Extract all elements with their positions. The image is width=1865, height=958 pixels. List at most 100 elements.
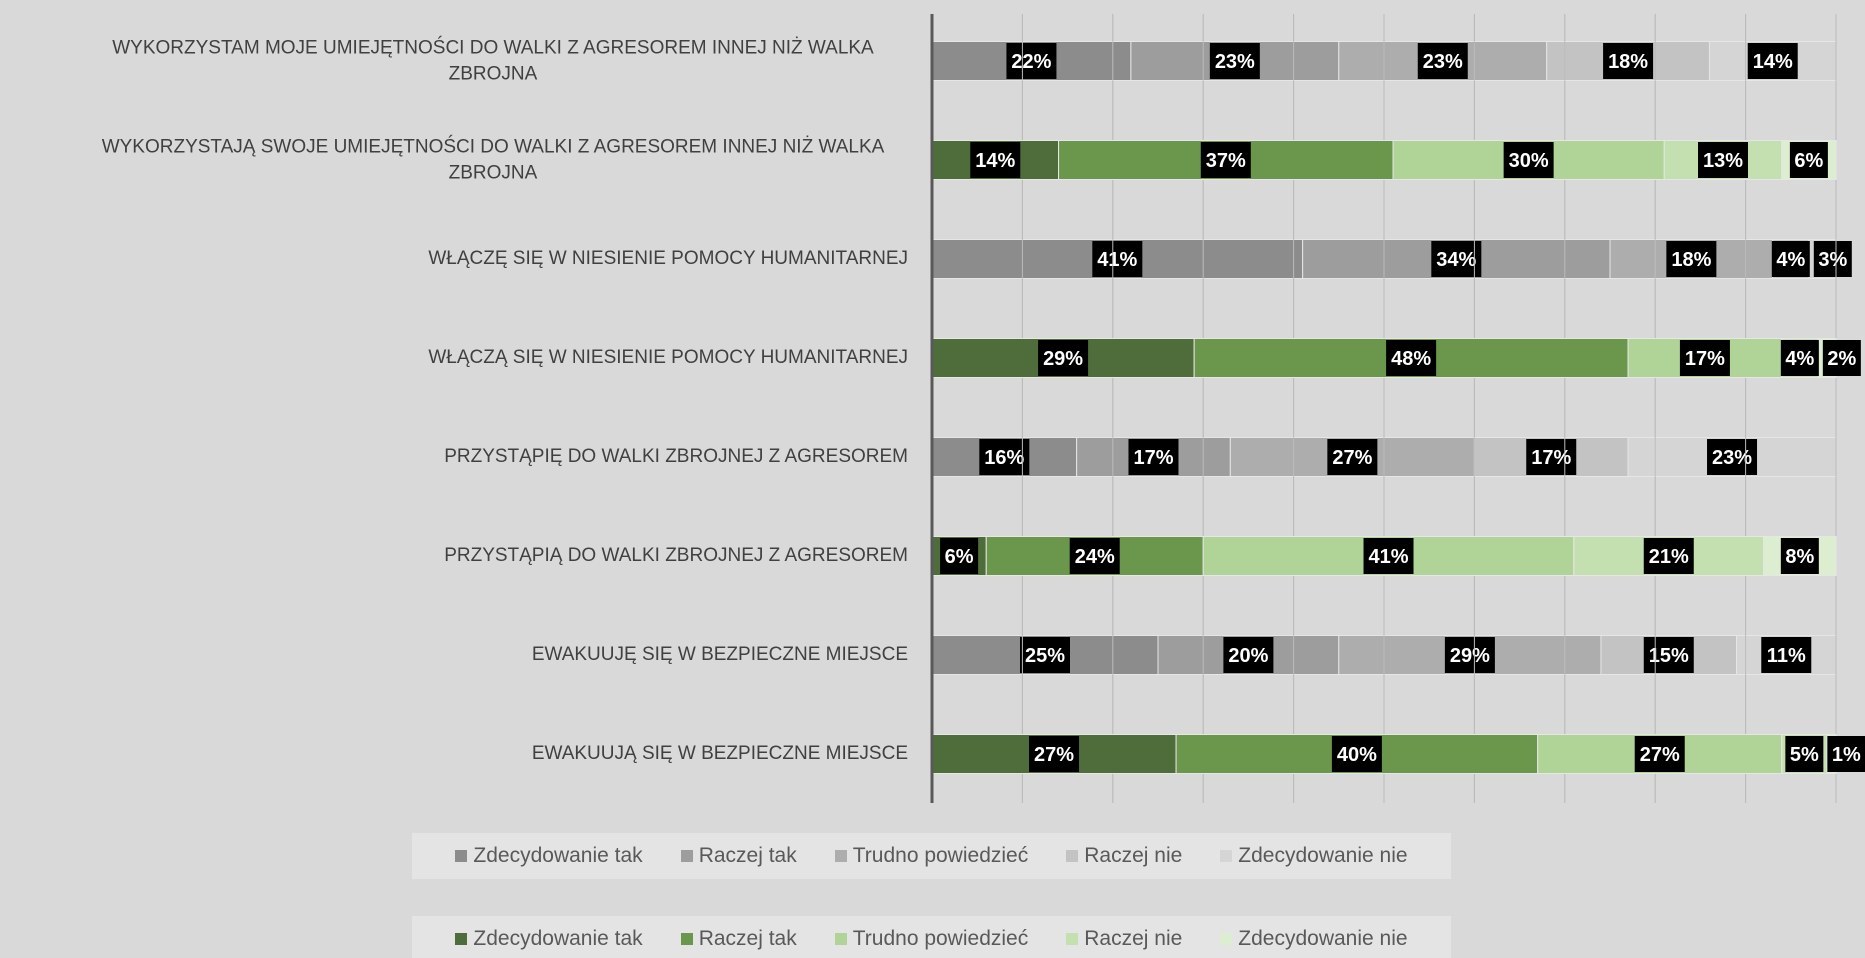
data-label-box: [1698, 142, 1748, 178]
data-label: 5%: [1790, 744, 1819, 766]
legend-item: Raczej nie: [1066, 927, 1182, 951]
category-label: WYKORZYSTAM MOJE UMIEJĘTNOŚCI DO WALKI Z…: [112, 37, 874, 84]
data-label: 27%: [1332, 447, 1372, 469]
legend-item: Zdecydowanie nie: [1220, 927, 1408, 951]
data-label: 4%: [1776, 249, 1805, 271]
data-label-box: [1209, 43, 1260, 79]
legend-swatch: [680, 850, 693, 862]
category-label: PRZYSTĄPIĘ DO WALKI ZBROJNEJ Z AGRESOREM: [444, 446, 908, 468]
data-label: 17%: [1133, 447, 1173, 469]
data-label-box: [1128, 439, 1179, 475]
data-label: 24%: [1075, 546, 1115, 568]
data-label: 15%: [1649, 645, 1689, 667]
data-label: 23%: [1215, 51, 1255, 73]
data-label: 29%: [1043, 348, 1083, 370]
data-label: 8%: [1785, 546, 1814, 568]
data-label-box: [1634, 736, 1685, 772]
legend-label: Zdecydowanie tak: [473, 927, 643, 950]
legend-swatch: [455, 850, 468, 862]
data-label-box: [1200, 142, 1251, 178]
legend-item: Zdecydowanie tak: [455, 927, 643, 951]
data-label: 22%: [1011, 51, 1051, 73]
legend: Zdecydowanie tak Raczej tak Trudno powiedz…: [412, 916, 1451, 958]
legend-swatch: [834, 933, 847, 945]
data-label-box: [1679, 340, 1730, 376]
data-label-box: [1643, 538, 1694, 574]
data-label: 4%: [1785, 348, 1814, 370]
data-label-box: [1771, 241, 1810, 277]
data-label: 11%: [1767, 645, 1806, 667]
legend-item: Zdecydowanie nie: [1220, 844, 1408, 868]
data-label-box: [1747, 43, 1798, 79]
data-label: 1%: [1832, 744, 1861, 766]
data-label: 27%: [1034, 744, 1074, 766]
legend-swatch: [455, 933, 468, 945]
data-label: 14%: [1753, 51, 1793, 73]
data-label: 21%: [1649, 546, 1689, 568]
data-label-box: [979, 439, 1030, 475]
data-label-box: [1526, 439, 1577, 475]
data-label: 3%: [1818, 249, 1847, 271]
data-label-box: [1761, 637, 1812, 673]
legend-item: Trudno powiedzieć: [834, 927, 1028, 951]
data-label-box: [940, 538, 979, 574]
data-label-box: [1780, 340, 1819, 376]
data-label-box: [1666, 241, 1717, 277]
data-label-box: [1707, 439, 1758, 475]
legend-label: Raczej tak: [698, 927, 797, 950]
data-label: 18%: [1671, 249, 1711, 271]
legend-label: Raczej tak: [698, 844, 797, 867]
data-label: 18%: [1608, 51, 1648, 73]
data-label: 30%: [1509, 150, 1549, 172]
legend-item: Raczej tak: [680, 927, 797, 951]
category-label: WŁĄCZĄ SIĘ W NIESIENIE POMOCY HUMANITARN…: [428, 347, 908, 369]
data-label-box: [1038, 340, 1089, 376]
data-label: 13%: [1703, 150, 1743, 172]
legend-item: Zdecydowanie tak: [455, 844, 643, 868]
data-label-box: [1069, 538, 1120, 574]
legend-label: Zdecydowanie nie: [1238, 927, 1408, 950]
data-label-box: [1444, 637, 1495, 673]
legend: Zdecydowanie tak Raczej tak Trudno powiedz…: [412, 833, 1451, 879]
legend-swatch: [1066, 850, 1079, 862]
data-label-box: [1029, 736, 1080, 772]
legend-label: Zdecydowanie tak: [473, 844, 643, 867]
data-label: 23%: [1712, 447, 1752, 469]
legend-item: Raczej tak: [680, 844, 797, 868]
data-label: 41%: [1097, 249, 1137, 271]
data-label-box: [1813, 241, 1852, 277]
data-label: 23%: [1423, 51, 1463, 73]
legend-label: Raczej nie: [1084, 927, 1183, 950]
category-label: PRZYSTĄPIĄ DO WALKI ZBROJNEJ Z AGRESOREM: [444, 545, 908, 567]
data-label-box: [1327, 439, 1378, 475]
data-label: 17%: [1685, 348, 1725, 370]
data-label-box: [1431, 241, 1482, 277]
data-label: 20%: [1228, 645, 1268, 667]
data-label-box: [1006, 43, 1057, 79]
data-label-box: [1789, 142, 1828, 178]
data-label-box: [1386, 340, 1437, 376]
legend-label: Trudno powiedzieć: [852, 844, 1029, 867]
legend-swatch: [834, 850, 847, 862]
legend-label: Zdecydowanie nie: [1238, 844, 1408, 867]
data-label-box: [1092, 241, 1143, 277]
data-label: 6%: [945, 546, 974, 568]
category-label: WŁĄCZĘ SIĘ W NIESIENIE POMOCY HUMANITARN…: [428, 248, 908, 270]
data-label: 48%: [1391, 348, 1431, 370]
category-label: EWAKUUJĘ SIĘ W BEZPIECZNE MIEJSCE: [531, 644, 908, 666]
data-label: 29%: [1450, 645, 1490, 667]
data-label-box: [1020, 637, 1070, 673]
data-label: 14%: [975, 150, 1015, 172]
data-label-box: [1780, 538, 1819, 574]
data-label: 34%: [1436, 249, 1476, 271]
data-label: 17%: [1531, 447, 1571, 469]
data-label: 40%: [1337, 744, 1377, 766]
data-label-box: [1417, 43, 1468, 79]
data-label: 6%: [1794, 150, 1823, 172]
category-label: WYKORZYSTAJĄ SWOJE UMIEJĘTNOŚCI DO WALKI…: [101, 136, 885, 183]
data-label-box: [1603, 43, 1654, 79]
data-label: 37%: [1206, 150, 1246, 172]
data-label-box: [1785, 736, 1824, 772]
